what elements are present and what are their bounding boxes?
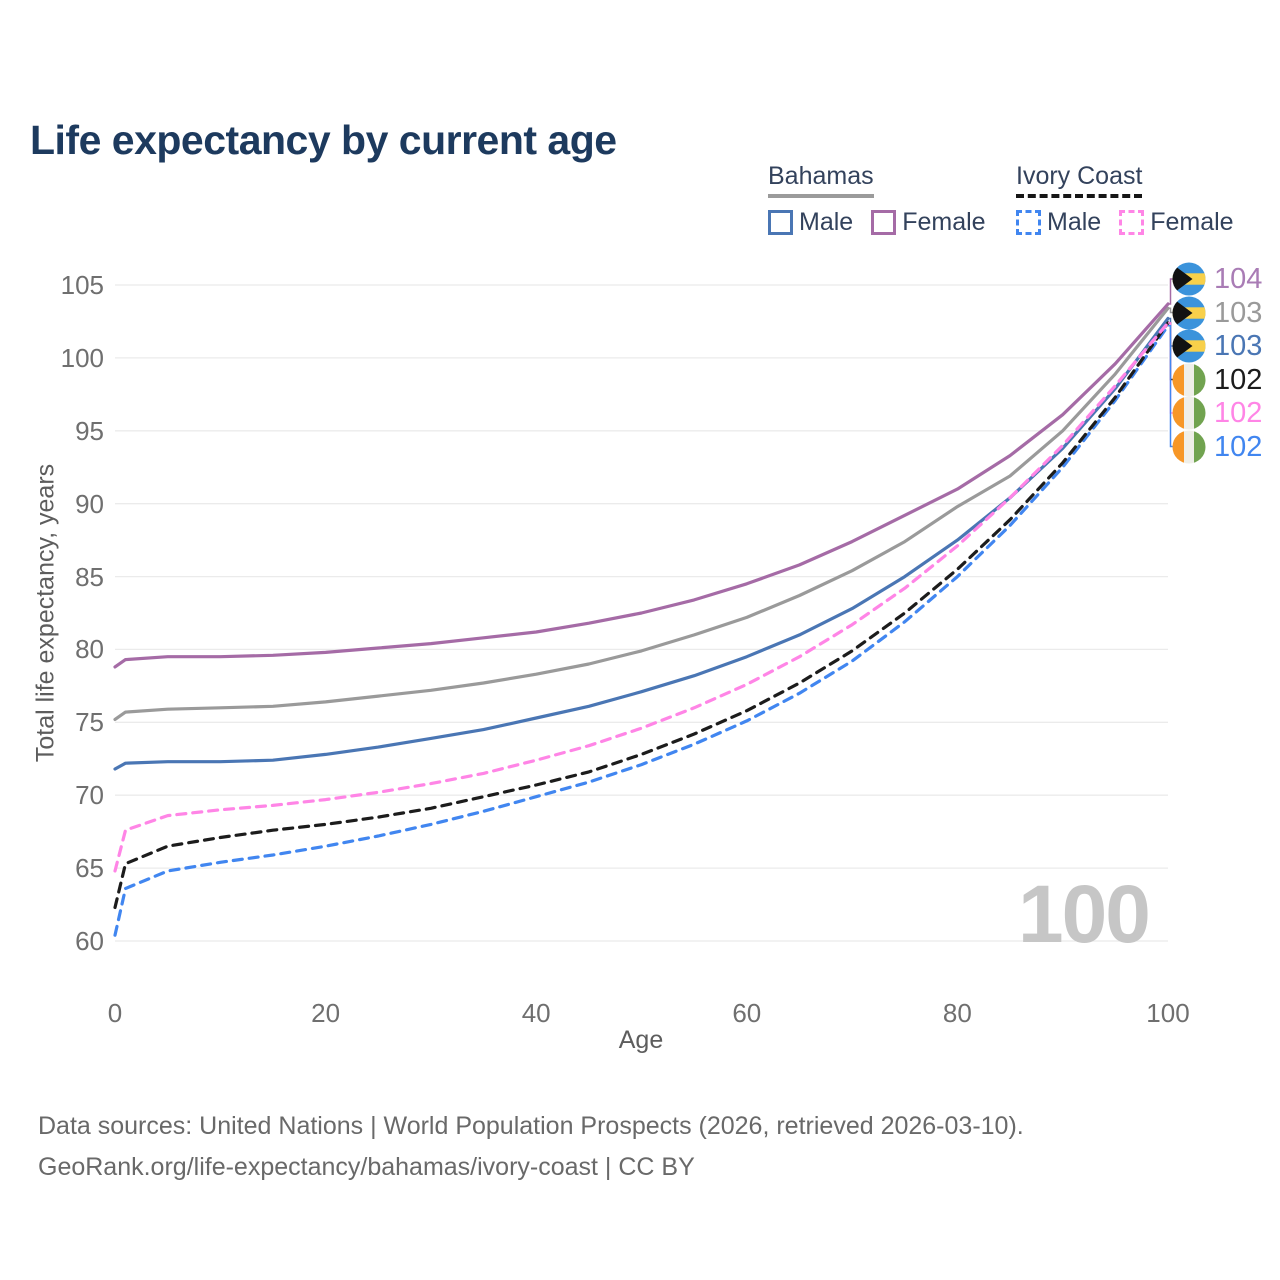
- legend-group-ivory-coast: Ivory Coast Male Female: [1016, 162, 1234, 237]
- end-label-row-bahamas-all: 103: [1172, 296, 1262, 330]
- end-label-value-bahamas-male: 103: [1214, 330, 1263, 362]
- ivory-coast-flag-icon: [1172, 363, 1206, 396]
- x-tick-label-80: 80: [942, 998, 972, 1028]
- end-label-row-bahamas-female: 104: [1172, 262, 1262, 296]
- legend-swatch-dashed-male: [1016, 210, 1041, 235]
- bahamas-flag-icon: [1172, 262, 1206, 296]
- series-line-bahamas-all[interactable]: [113, 306, 1170, 721]
- footer-attribution: GeoRank.org/life-expectancy/bahamas/ivor…: [38, 1153, 695, 1181]
- end-label-value-bahamas-female: 104: [1214, 263, 1263, 295]
- legend-item-bahamas-male[interactable]: Male: [768, 208, 853, 237]
- series-line-bahamas-female[interactable]: [113, 302, 1170, 669]
- end-label-row-ivory-coast-male: 102: [1172, 430, 1262, 464]
- end-label-value-bahamas-all: 103: [1214, 296, 1263, 329]
- footer-data-sources: Data sources: United Nations | World Pop…: [38, 1112, 1024, 1140]
- end-label-value-ivory-coast-all: 102: [1214, 363, 1263, 396]
- y-tick-label-60: 60: [75, 926, 104, 956]
- end-label-row-ivory-coast-all: 102: [1172, 363, 1262, 397]
- legend-item-label: Male: [799, 208, 854, 236]
- footer: Data sources: United Nations | World Pop…: [38, 1106, 1024, 1188]
- series-line-ivory-coast-all[interactable]: [113, 321, 1170, 910]
- x-tick-label-0: 0: [107, 998, 123, 1028]
- legend-swatch-solid-female: [871, 210, 897, 235]
- end-label-row-bahamas-male: 103: [1172, 329, 1262, 363]
- legend-group-bahamas: Bahamas Male Female: [768, 162, 986, 237]
- chart-title: Life expectancy by current age: [30, 117, 617, 164]
- end-label-value-ivory-coast-male: 102: [1214, 430, 1263, 463]
- legend-item-ivory-coast-male[interactable]: Male: [1016, 208, 1101, 237]
- watermark-hovered-age: 100: [1018, 869, 1151, 960]
- y-tick-label-70: 70: [75, 780, 104, 811]
- legend-item-label: Female: [1150, 208, 1234, 236]
- x-tick-label-20: 20: [311, 998, 341, 1028]
- y-tick-label-90: 90: [75, 488, 104, 519]
- legend-country-ivory-coast: Ivory Coast: [1016, 162, 1143, 198]
- bahamas-flag-icon: [1172, 296, 1206, 329]
- legend-item-ivory-coast-female[interactable]: Female: [1119, 208, 1234, 237]
- series-line-ivory-coast-male[interactable]: [113, 324, 1170, 937]
- y-tick-label-100: 100: [60, 342, 104, 373]
- series-line-ivory-coast-female[interactable]: [113, 321, 1170, 873]
- legend-item-bahamas-female[interactable]: Female: [871, 208, 986, 237]
- end-label-row-ivory-coast-female: 102: [1172, 396, 1262, 430]
- x-tick-label-100: 100: [1146, 998, 1190, 1028]
- y-tick-label-95: 95: [75, 415, 104, 446]
- legend-item-label: Male: [1047, 208, 1102, 236]
- series-line-bahamas-male[interactable]: [113, 316, 1170, 771]
- bahamas-flag-icon: [1172, 329, 1206, 363]
- legend-item-label: Female: [902, 208, 986, 236]
- x-tick-label-40: 40: [521, 998, 551, 1028]
- legend-swatch-dashed-female: [1119, 210, 1145, 235]
- legend-swatch-solid-male: [768, 210, 793, 235]
- ivory-coast-flag-icon: [1172, 396, 1206, 430]
- y-axis-title: Total life expectancy, years: [31, 463, 60, 763]
- end-label-value-ivory-coast-female: 102: [1214, 397, 1263, 429]
- x-axis-title: Age: [618, 1026, 664, 1054]
- y-tick-label-105: 105: [60, 270, 104, 300]
- x-tick-label-60: 60: [732, 998, 762, 1028]
- y-tick-label-75: 75: [75, 707, 104, 738]
- ivory-coast-flag-icon: [1172, 430, 1206, 463]
- y-tick-label-65: 65: [75, 853, 104, 884]
- y-tick-label-80: 80: [75, 634, 104, 665]
- y-tick-label-85: 85: [75, 561, 104, 592]
- legend-country-bahamas: Bahamas: [768, 162, 874, 198]
